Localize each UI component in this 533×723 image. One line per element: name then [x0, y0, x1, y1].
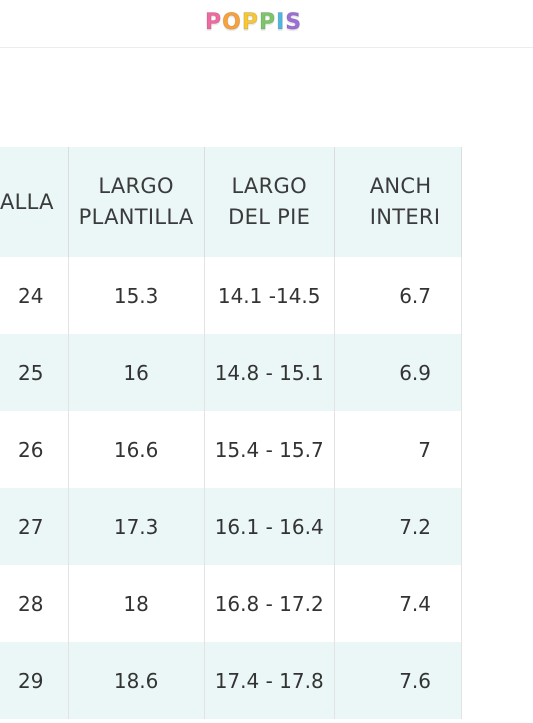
- logo-letter: I: [276, 10, 286, 36]
- cell-value: 16.6: [113, 437, 159, 462]
- table-cell-ancho: 7: [334, 411, 463, 488]
- size-chart-table: ALLA LARGO PLANTILLA LARGO DEL PIE ANCH …: [0, 147, 463, 719]
- table-cell-talla: 25: [0, 334, 69, 411]
- cell-value: 27: [18, 514, 44, 539]
- header-line-1: ANCH: [369, 174, 432, 198]
- table-cell-ancho: 6.7: [334, 257, 463, 334]
- column-header-talla: ALLA: [0, 147, 69, 257]
- table-cell-largo-pie: 16.1 - 16.4: [204, 488, 335, 565]
- table-cell-talla: 24: [0, 257, 69, 334]
- logo-letter: P: [258, 10, 277, 36]
- table-row: 26 16.6 15.4 - 15.7 7: [0, 411, 463, 488]
- logo-letter: O: [222, 10, 242, 36]
- table-cell-largo-pie: 16.8 - 17.2: [204, 565, 335, 642]
- table-cell-largo-plantilla: 15.3: [68, 257, 205, 334]
- cell-value: 18.6: [113, 668, 159, 693]
- table-cell-largo-plantilla: 18: [68, 565, 205, 642]
- logo-letter: P: [204, 10, 223, 36]
- cell-value: 15.3: [113, 283, 159, 308]
- cell-value: 15.4 - 15.7: [214, 437, 324, 462]
- table-cell-largo-plantilla: 16: [68, 334, 205, 411]
- size-chart-container[interactable]: ALLA LARGO PLANTILLA LARGO DEL PIE ANCH …: [0, 147, 512, 723]
- header-line-1: LARGO: [98, 174, 174, 198]
- table-cell-talla: 28: [0, 565, 69, 642]
- cell-value: 7.4: [399, 591, 431, 616]
- cell-value: 18: [123, 591, 149, 616]
- cell-value: 29: [18, 668, 44, 693]
- table-row: 27 17.3 16.1 - 16.4 7.2: [0, 488, 463, 565]
- cell-value: 16.1 - 16.4: [214, 514, 324, 539]
- table-cell-largo-plantilla: 16.6: [68, 411, 205, 488]
- site-header: POPPIS: [0, 0, 533, 48]
- table-cell-largo-pie: 14.1 -14.5: [204, 257, 335, 334]
- header-line-2: DEL PIE: [228, 205, 311, 229]
- cell-value: 7.2: [399, 514, 431, 539]
- header-line-2: INTERI: [369, 205, 441, 229]
- cell-value: 24: [18, 283, 44, 308]
- table-cell-ancho: 7.6: [334, 642, 463, 719]
- column-header-largo-pie: LARGO DEL PIE: [204, 147, 335, 257]
- table-cell-ancho: 7.2: [334, 488, 463, 565]
- logo-letter: P: [241, 10, 259, 36]
- cell-value: 6.7: [399, 283, 431, 308]
- column-header-largo-plantilla: LARGO PLANTILLA: [68, 147, 205, 257]
- logo-letter: S: [285, 10, 303, 36]
- cell-value: 17.3: [113, 514, 159, 539]
- table-cell-largo-pie: 17.4 - 17.8: [204, 642, 335, 719]
- table-cell-talla: 26: [0, 411, 69, 488]
- table-row: 29 18.6 17.4 - 17.8 7.6: [0, 642, 463, 719]
- cell-value: 7.6: [399, 668, 431, 693]
- table-cell-ancho: 7.4: [334, 565, 463, 642]
- header-line-1: LARGO: [231, 174, 307, 198]
- table-cell-largo-plantilla: 17.3: [68, 488, 205, 565]
- cell-value: 16: [123, 360, 149, 385]
- table-cell-ancho: 6.9: [334, 334, 463, 411]
- cell-value: 7: [418, 437, 431, 462]
- table-cell-largo-pie: 14.8 - 15.1: [204, 334, 335, 411]
- table-row: 24 15.3 14.1 -14.5 6.7: [0, 257, 463, 334]
- table-cell-largo-plantilla: 18.6: [68, 642, 205, 719]
- table-row: 25 16 14.8 - 15.1 6.9: [0, 334, 463, 411]
- table-header-row: ALLA LARGO PLANTILLA LARGO DEL PIE ANCH …: [0, 147, 463, 257]
- table-cell-talla: 29: [0, 642, 69, 719]
- column-header-ancho-interior: ANCH INTERI: [334, 147, 463, 257]
- cell-value: 25: [18, 360, 44, 385]
- cell-value: 14.1 -14.5: [217, 283, 321, 308]
- header-line-1: ALLA: [0, 189, 54, 214]
- cell-value: 14.8 - 15.1: [214, 360, 324, 385]
- header-line-2: PLANTILLA: [78, 205, 194, 229]
- table-cell-talla: 27: [0, 488, 69, 565]
- cell-value: 16.8 - 17.2: [214, 591, 324, 616]
- cell-value: 28: [18, 591, 44, 616]
- table-cell-largo-pie: 15.4 - 15.7: [204, 411, 335, 488]
- cell-value: 26: [18, 437, 44, 462]
- poppis-logo[interactable]: POPPIS: [204, 8, 303, 38]
- cell-value: 17.4 - 17.8: [214, 668, 324, 693]
- cell-value: 6.9: [399, 360, 431, 385]
- table-row: 28 18 16.8 - 17.2 7.4: [0, 565, 463, 642]
